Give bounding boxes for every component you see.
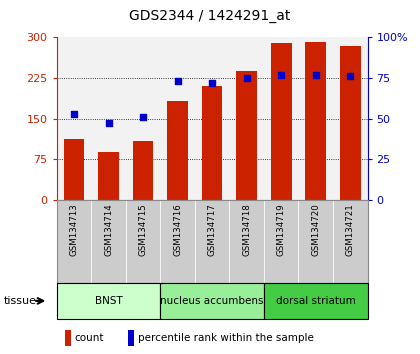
Text: GSM134716: GSM134716: [173, 204, 182, 256]
Bar: [236, 71, 257, 200]
Text: count: count: [75, 333, 104, 343]
Bar: [202, 86, 223, 200]
Point: [312, 72, 319, 78]
Text: GDS2344 / 1424291_at: GDS2344 / 1424291_at: [129, 9, 291, 23]
Bar: [63, 139, 84, 200]
Text: BNST: BNST: [94, 296, 122, 306]
Bar: [98, 152, 119, 200]
Point: [243, 75, 250, 81]
Bar: [271, 42, 291, 200]
Text: GSM134717: GSM134717: [207, 204, 217, 256]
Point: [71, 111, 77, 116]
Bar: [133, 141, 153, 200]
Text: GSM134715: GSM134715: [139, 204, 147, 256]
Point: [105, 121, 112, 126]
Text: GSM134713: GSM134713: [69, 204, 79, 256]
Bar: [305, 41, 326, 200]
Point: [174, 78, 181, 84]
Point: [209, 80, 215, 86]
Text: GSM134718: GSM134718: [242, 204, 251, 256]
Text: GSM134721: GSM134721: [346, 204, 355, 256]
Text: GSM134714: GSM134714: [104, 204, 113, 256]
Text: dorsal striatum: dorsal striatum: [276, 296, 356, 306]
Text: GSM134719: GSM134719: [277, 204, 286, 256]
Point: [140, 114, 147, 120]
Text: tissue: tissue: [4, 296, 37, 306]
Text: percentile rank within the sample: percentile rank within the sample: [138, 333, 314, 343]
Bar: [340, 46, 361, 200]
Point: [278, 72, 284, 78]
Text: GSM134720: GSM134720: [311, 204, 320, 256]
Bar: [167, 101, 188, 200]
Point: [347, 73, 354, 79]
Text: nucleus accumbens: nucleus accumbens: [160, 296, 264, 306]
